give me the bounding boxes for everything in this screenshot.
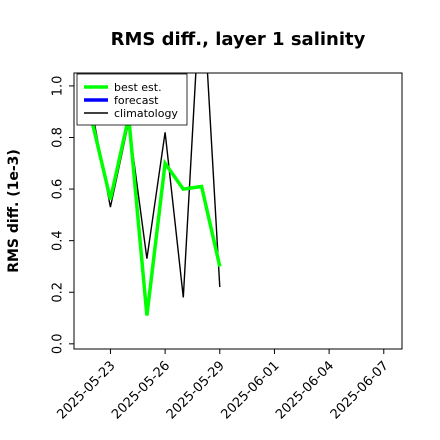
y-axis-label: RMS diff. (1e-3) — [6, 149, 22, 273]
chart-title: RMS diff., layer 1 salinity — [111, 29, 366, 50]
y-tick-label: 1.0 — [51, 76, 66, 97]
legend-label: climatology — [114, 107, 178, 120]
legend-label: forecast — [114, 94, 159, 107]
y-tick-label: 0.4 — [51, 230, 66, 251]
plot-frame — [73, 72, 403, 350]
series-line-best-est — [90, 116, 222, 316]
x-tick-label: 2025-06-07 — [328, 358, 392, 422]
y-tick-label: 0.2 — [51, 282, 66, 303]
y-tick-label: 0.0 — [51, 333, 66, 354]
y-axis-ticks: 0.0 0.2 0.4 0.6 0.8 1.0 — [51, 76, 74, 354]
y-tick-label: 0.6 — [51, 179, 66, 200]
legend-label: best est. — [114, 81, 162, 94]
y-tick-label: 0.8 — [51, 127, 66, 148]
x-axis-ticks: 2025-05-232025-05-262025-05-292025-06-01… — [54, 349, 392, 422]
series-layer — [90, 73, 222, 316]
